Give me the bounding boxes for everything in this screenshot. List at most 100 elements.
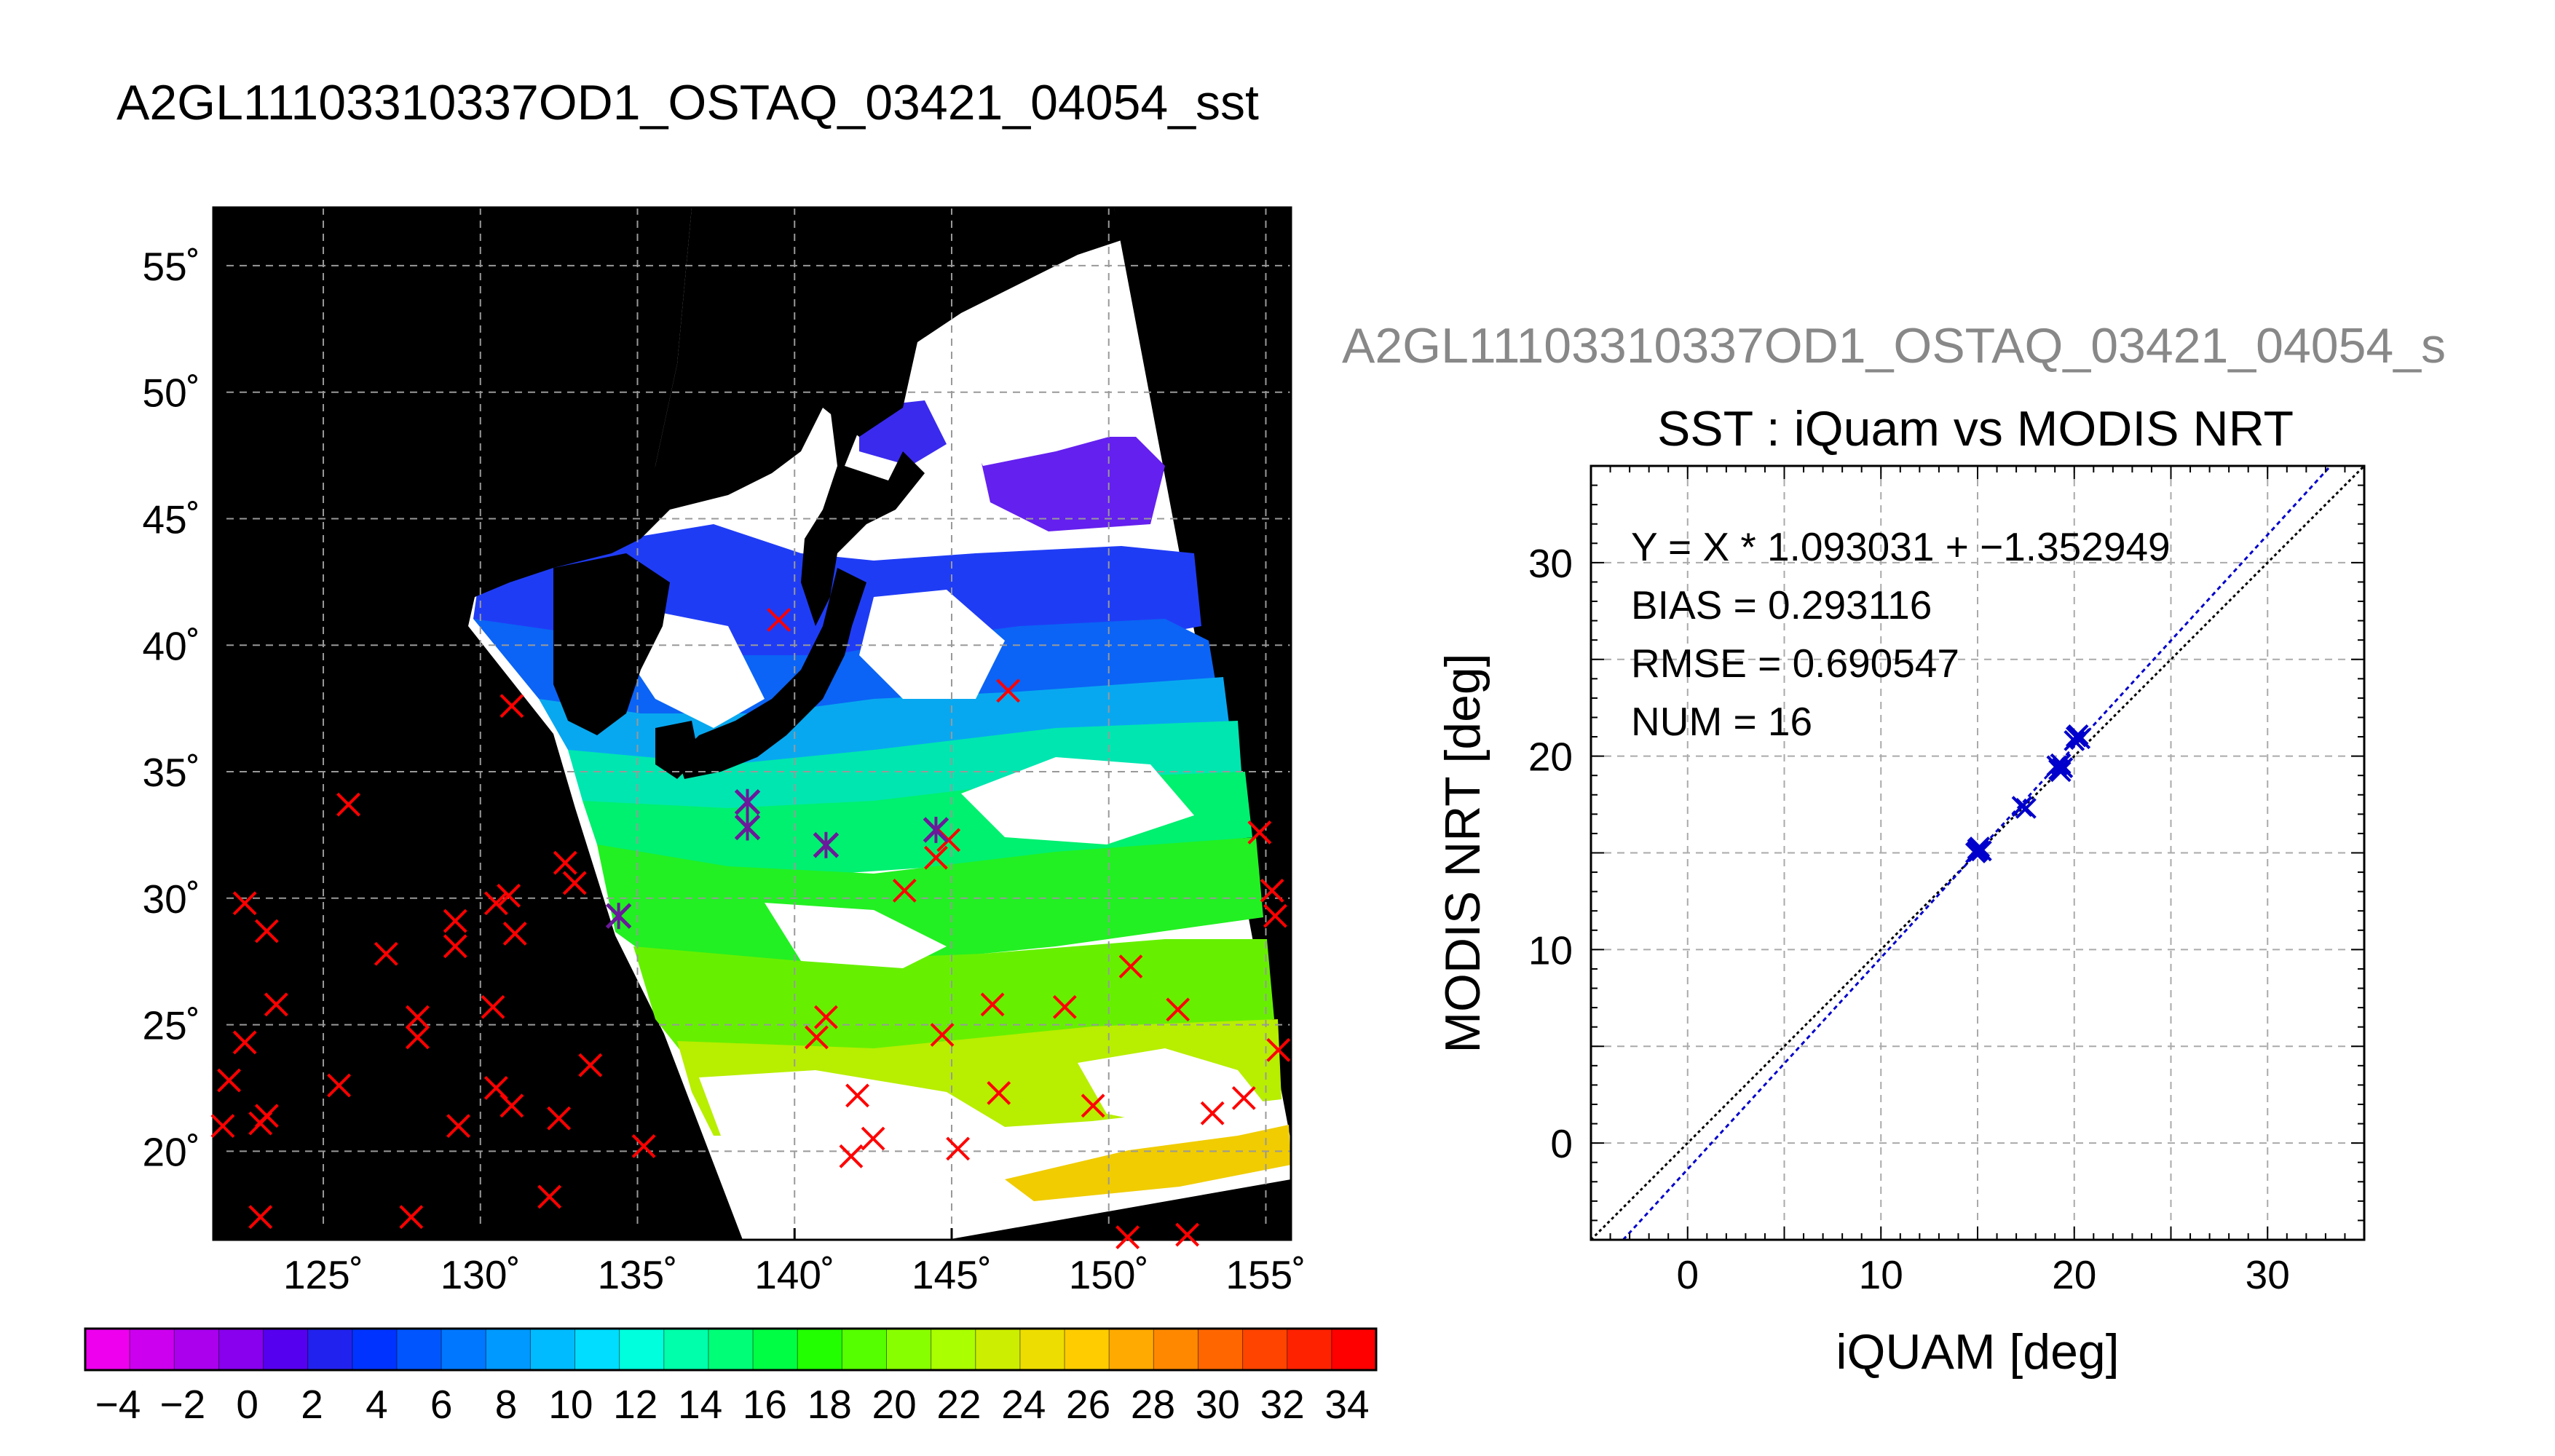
iquam-marker	[892, 878, 917, 903]
iquam-marker	[861, 1126, 885, 1151]
iquam-marker	[1081, 1093, 1105, 1118]
map-lon-tick-label: 150˚	[1069, 1252, 1149, 1297]
iquam-marker	[399, 1205, 424, 1230]
iquam-marker	[232, 1030, 257, 1055]
colorbar-cell	[1153, 1329, 1198, 1370]
scatter-ticks: 0 10 20 30 0 10 20 30	[1528, 466, 2364, 1297]
iquam-marker	[946, 1136, 971, 1161]
one-to-one-line	[1590, 464, 2366, 1241]
iquam-marker	[406, 1025, 430, 1050]
fit-equation: Y = X * 1.093031 + −1.352949	[1631, 524, 2171, 569]
iquam-marker	[537, 1184, 562, 1209]
iquam-marker	[845, 1083, 869, 1108]
map-lat-tick-label: 55˚	[143, 244, 201, 289]
map-frame	[212, 206, 1292, 1241]
iquam-marker	[264, 992, 288, 1017]
map-markers	[210, 608, 1291, 1249]
colorbar-cell	[352, 1329, 398, 1370]
colorbar-tick-label: −4	[95, 1382, 141, 1427]
colorbar-tick-label: −2	[159, 1382, 205, 1427]
map-grid	[213, 207, 1291, 1240]
colorbar-cell	[797, 1329, 842, 1370]
land-masses	[475, 207, 1121, 779]
cloud-patch	[961, 757, 1194, 844]
colorbar-cell	[886, 1329, 932, 1370]
colorbar-cell	[441, 1329, 486, 1370]
colorbar-tick-label: 6	[430, 1382, 453, 1427]
colorbar-cell	[1198, 1329, 1244, 1370]
iquam-marker	[497, 883, 521, 908]
land-kyushu	[655, 721, 699, 779]
colorbar-cell	[663, 1329, 709, 1370]
colorbar-cell	[842, 1329, 887, 1370]
colorbar-tick-label: 10	[548, 1382, 593, 1427]
iquam-marker	[805, 1025, 829, 1050]
colorbar-cell	[85, 1329, 130, 1370]
map-lat-tick-label: 25˚	[143, 1003, 201, 1048]
iquam-marker	[1115, 1225, 1140, 1249]
colorbar-cell	[1019, 1329, 1065, 1370]
map-lon-tick-label: 135˚	[597, 1252, 677, 1297]
scatter-y-tick-label: 10	[1528, 927, 1573, 973]
map-lat-tick-label: 40˚	[143, 623, 201, 668]
cloud-patch	[699, 1070, 1019, 1179]
iquam-marker	[446, 1114, 470, 1139]
page-title: A2GL11103310337OD1_OSTAQ_03421_04054_sst	[117, 75, 1259, 130]
colorbar-cell	[307, 1329, 353, 1370]
iquam-marker	[767, 608, 791, 632]
scatter-title: SST : iQuam vs MODIS NRT	[1657, 401, 2294, 456]
scatter-annotations: Y = X * 1.093031 + −1.352949 BIAS = 0.29…	[1631, 524, 2171, 744]
colorbar-tick-label: 28	[1131, 1382, 1175, 1427]
colorbar-cell	[530, 1329, 576, 1370]
iquam-marker	[839, 1144, 864, 1168]
iquam-marker	[483, 891, 508, 916]
colorbar-cell	[130, 1329, 175, 1370]
cloud-patch	[859, 590, 1005, 699]
iquam-marker	[987, 1081, 1011, 1105]
iquam-marker	[930, 1023, 955, 1047]
scatter-y-tick-label: 20	[1528, 735, 1573, 780]
colorbar-cell	[1242, 1329, 1288, 1370]
iquam-marker	[631, 1133, 656, 1158]
scatter-subtitle: A2GL11103310337OD1_OSTAQ_03421_04054_s	[1342, 318, 2446, 373]
matchup-marker	[605, 903, 632, 930]
colorbar-cell	[1331, 1329, 1377, 1370]
colorbar-tick-label: 22	[936, 1382, 981, 1427]
colorbar-cell	[174, 1329, 219, 1370]
scatter-y-tick-label: 30	[1528, 541, 1573, 586]
bias-value: BIAS = 0.293116	[1631, 582, 1932, 628]
matchup-marker	[923, 816, 949, 843]
matchup-marker	[734, 814, 761, 841]
colorbar-tick-label: 14	[678, 1382, 722, 1427]
satellite-swath	[468, 207, 1291, 1240]
colorbar-cell	[263, 1329, 309, 1370]
scatter-y-axis-label: MODIS NRT [deg]	[1435, 653, 1490, 1053]
map-lon-tick-label: 125˚	[283, 1252, 363, 1297]
scatter-x-tick-label: 20	[2052, 1252, 2096, 1297]
colorbar-cell	[975, 1329, 1021, 1370]
iquam-marker	[217, 1068, 241, 1093]
colorbar-tick-label: 18	[807, 1382, 852, 1427]
iquam-marker	[327, 1073, 352, 1098]
iquam-marker	[562, 871, 587, 895]
colorbar-cell	[1287, 1329, 1332, 1370]
colorbar-tick-label: 30	[1196, 1382, 1240, 1427]
colorbar-cell	[931, 1329, 976, 1370]
iquam-marker	[443, 934, 467, 959]
colorbar-tick-label: 26	[1066, 1382, 1110, 1427]
land-hokkaido-sakhalin	[801, 284, 925, 626]
iquam-marker	[813, 1005, 838, 1029]
colorbar: −4 −2 0 2 4 6 8 10 12 14 16 18 20 22 24 26 28 30 32 34	[84, 1327, 1378, 1427]
iquam-marker	[1260, 878, 1284, 903]
iquam-marker	[1052, 994, 1077, 1019]
sst-band-purple	[976, 437, 1165, 531]
map-lon-tick-label: 140˚	[754, 1252, 834, 1297]
iquam-marker	[406, 1005, 430, 1029]
scatter-y-tick-label: 0	[1550, 1121, 1573, 1166]
iquam-marker	[1175, 1222, 1200, 1247]
map-lat-tick-label: 45˚	[143, 496, 201, 542]
iquam-marker	[499, 694, 524, 719]
iquam-marker	[210, 1114, 235, 1139]
scatter-point	[1967, 838, 1989, 860]
cloud-patch	[626, 612, 765, 728]
